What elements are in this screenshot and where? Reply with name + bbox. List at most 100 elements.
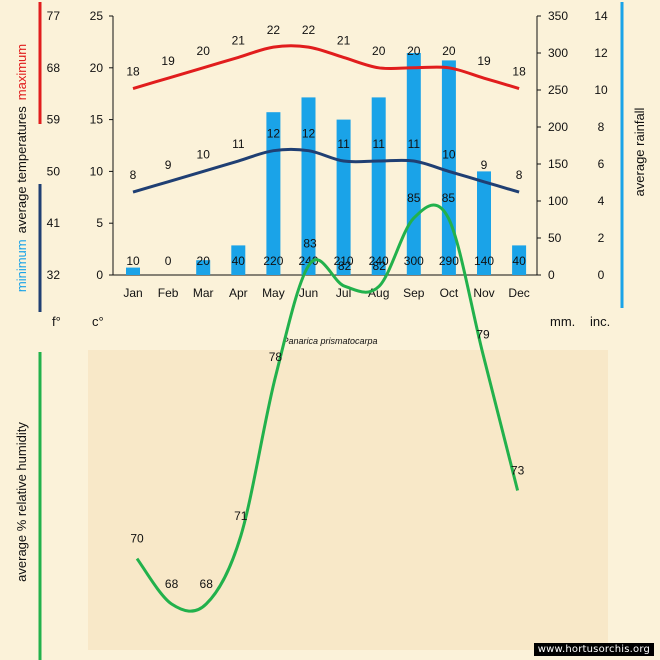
humidity-value-label: 85 (407, 191, 421, 205)
maximum-value-label: 19 (477, 54, 491, 68)
unit-fahrenheit: f° (52, 314, 61, 329)
rainfall-value-label: 10 (126, 254, 140, 268)
minimum-label: minimum (14, 239, 29, 292)
maximum-value-label: 20 (372, 44, 386, 58)
mm-tick-label: 350 (548, 9, 568, 23)
fahrenheit-tick-label: 77 (47, 9, 61, 23)
celsius-tick-label: 20 (90, 61, 104, 75)
rainfall-value-label: 220 (263, 254, 283, 268)
mm-tick-label: 50 (548, 231, 562, 245)
rainfall-bar (126, 267, 140, 275)
humidity-chart: 70 68 68 71 78 83 82 82 85 85 79 73 (130, 191, 525, 613)
minimum-value-label: 9 (165, 158, 172, 172)
temperature-chart-panel (0, 0, 660, 332)
rainfall-value-label: 20 (197, 254, 211, 268)
rainfall-value-label: 210 (334, 254, 354, 268)
maximum-label: maximum (14, 44, 29, 100)
average-temperatures-label: average temperatures (14, 106, 29, 234)
rainfall-value-label: 240 (369, 254, 389, 268)
humidity-line (135, 203, 520, 613)
month-tick-label: Jun (299, 286, 318, 300)
minimum-temperature-line (132, 147, 520, 194)
fahrenheit-tick-label: 50 (47, 164, 61, 178)
rainfall-value-label: 0 (165, 254, 172, 268)
celsius-tick-label: 0 (96, 268, 103, 282)
month-tick-label: Jul (336, 286, 351, 300)
celsius-tick-label: 5 (96, 216, 103, 230)
rainfall-bar (336, 119, 351, 275)
maximum-value-label: 18 (126, 65, 140, 79)
inch-tick-label: 2 (598, 231, 605, 245)
humidity-value-label: 71 (234, 509, 248, 523)
rainfall-bars (126, 53, 527, 276)
rainfall-bar (231, 245, 246, 275)
minimum-value-label: 10 (442, 147, 456, 161)
rainfall-value-label: 240 (298, 254, 318, 268)
minimum-value-label: 11 (372, 137, 385, 151)
fahrenheit-tick-label: 41 (47, 216, 61, 230)
month-tick-label: May (262, 286, 285, 300)
inch-tick-label: 6 (598, 157, 605, 171)
inch-tick-label: 14 (594, 9, 608, 23)
axis-title-average-rainfall: average rainfall (632, 107, 647, 196)
maximum-value-label: 20 (197, 44, 211, 58)
humidity-value-label: 85 (442, 191, 456, 205)
maximum-value-label: 20 (407, 44, 421, 58)
mm-tick-label: 200 (548, 120, 568, 134)
watermark: www.hortusorchis.org (533, 643, 654, 656)
rainfall-bar (512, 245, 527, 275)
month-tick-label: Dec (508, 286, 529, 300)
species-caption: Panarica prismatocarpa (282, 336, 377, 346)
minimum-value-label: 12 (267, 127, 281, 141)
rainfall-value-label: 300 (404, 254, 424, 268)
inch-tick-label: 10 (594, 83, 608, 97)
humidity-value-label: 82 (338, 259, 352, 273)
humidity-value-label: 83 (303, 237, 317, 251)
maximum-temperature-line (132, 44, 520, 90)
value-labels: 18 19 20 21 22 22 21 20 20 20 19 18 8 9 10 11 12 12 11 11 11… (126, 23, 526, 268)
inch-tick-label: 4 (598, 194, 605, 208)
month-tick-label: Mar (193, 286, 214, 300)
minimum-value-label: 10 (197, 147, 211, 161)
rainfall-value-label: 40 (512, 254, 526, 268)
humidity-chart-panel (88, 350, 608, 650)
humidity-value-label: 68 (200, 577, 214, 591)
month-tick-label: Apr (229, 286, 248, 300)
fahrenheit-tick-label: 59 (47, 113, 61, 127)
maximum-value-label: 20 (442, 44, 456, 58)
rainfall-bar (266, 112, 281, 275)
humidity-value-label: 78 (269, 350, 283, 364)
unit-celsius: c° (92, 314, 104, 329)
minimum-value-label: 12 (302, 127, 316, 141)
inch-tick-label: 12 (594, 46, 608, 60)
inch-tick-label: 8 (598, 120, 605, 134)
inch-tick-label: 0 (598, 268, 605, 282)
rainfall-bar (477, 171, 491, 275)
maximum-value-label: 21 (337, 33, 351, 47)
celsius-tick-label: 15 (90, 113, 104, 127)
humidity-value-label: 73 (511, 464, 525, 478)
axis-title-humidity: average % relative humidity (14, 422, 29, 582)
maximum-value-label: 21 (232, 33, 246, 47)
month-tick-label: Nov (473, 286, 494, 300)
mm-tick-label: 0 (548, 268, 555, 282)
humidity-value-label: 68 (165, 577, 179, 591)
rainfall-bar (441, 60, 456, 276)
mm-tick-label: 100 (548, 194, 568, 208)
minimum-value-label: 11 (337, 137, 350, 151)
rainfall-value-label: 40 (232, 254, 246, 268)
mm-tick-label: 300 (548, 46, 568, 60)
month-tick-label: Feb (158, 286, 179, 300)
month-tick-label: Jan (123, 286, 142, 300)
axis-title-average-temperatures: minimum average temperatures maximum (14, 44, 29, 292)
rainfall-bar (371, 97, 386, 276)
mm-tick-label: 250 (548, 83, 568, 97)
minimum-value-label: 11 (408, 137, 421, 151)
maximum-value-label: 18 (512, 65, 526, 79)
rainfall-value-label: 140 (474, 254, 494, 268)
fahrenheit-tick-label: 32 (47, 268, 61, 282)
maximum-value-label: 19 (161, 54, 175, 68)
minimum-value-label: 11 (232, 137, 245, 151)
